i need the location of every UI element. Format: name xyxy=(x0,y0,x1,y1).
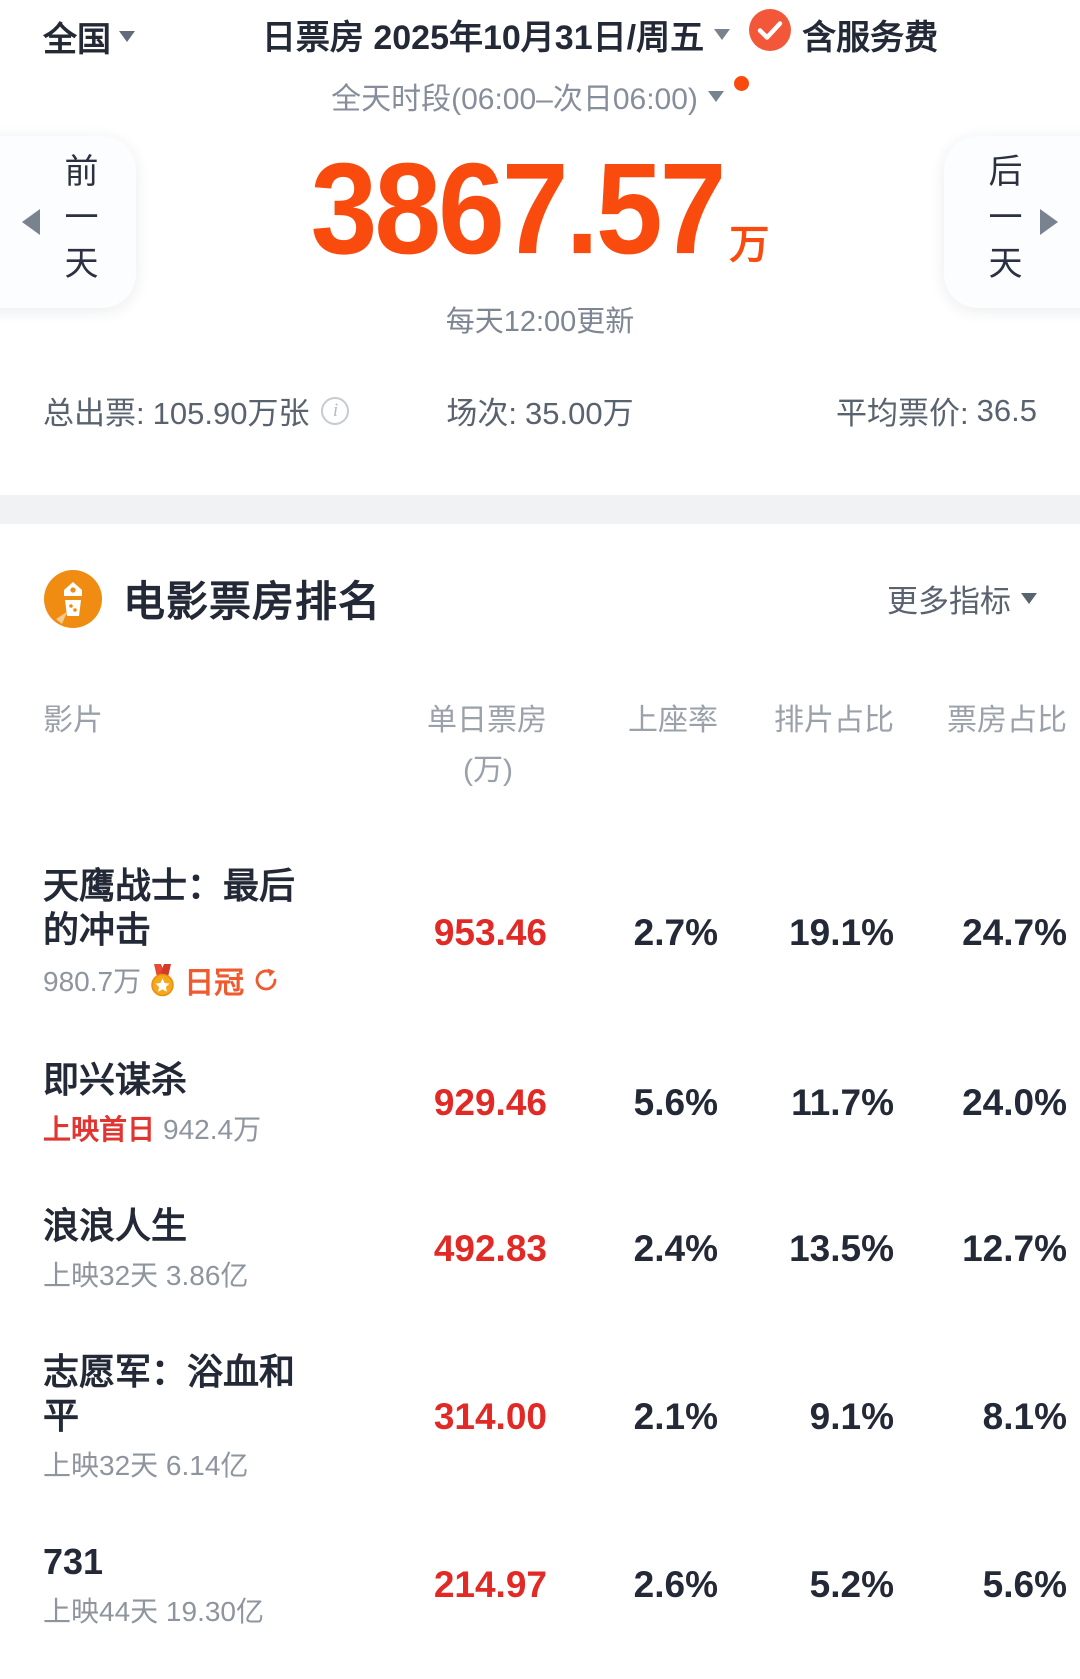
section-divider xyxy=(0,495,1080,524)
total-box-office-unit: 万 xyxy=(729,223,770,267)
column-film: 影片 xyxy=(43,704,103,737)
total-tickets-label: 总出票: xyxy=(43,396,145,431)
screenings-label: 场次: xyxy=(446,396,518,431)
top-bar: 全国 日票房 2025年10月31日/周五 含服务费 xyxy=(0,8,1080,61)
scheduling-share-value: 11.7% xyxy=(791,1082,894,1123)
stats-row: 总出票: 105.90万张 i 场次: 35.00万 平均票价: 36.5 xyxy=(0,388,1080,433)
chevron-down-icon xyxy=(1021,593,1037,604)
daily-box-office-value: 214.97 xyxy=(433,1564,547,1605)
check-circle-icon[interactable] xyxy=(748,8,792,61)
occupancy-value: 2.7% xyxy=(633,912,718,953)
arrow-right-icon xyxy=(1040,209,1058,235)
movie-title: 731 xyxy=(43,1541,104,1582)
lighthouse-app-icon xyxy=(43,569,103,629)
box-office-share-value: 24.0% xyxy=(962,1082,1067,1123)
movie-subtext: 942.4万 xyxy=(163,1114,262,1145)
movie-subtext: 上映32天 3.86亿 xyxy=(43,1260,249,1291)
movie-subtext: 980.7万 xyxy=(43,966,142,997)
box-office-share-value: 24.7% xyxy=(962,912,1067,953)
total-tickets-value: 105.90万张 xyxy=(152,396,310,431)
info-icon[interactable]: i xyxy=(321,396,350,425)
daily-box-office-value: 953.46 xyxy=(433,912,547,953)
ranking-section-header: 电影票房排名 更多指标 xyxy=(0,568,1080,629)
movie-subtext: 上映32天 6.14亿 xyxy=(43,1450,249,1481)
avg-price-value: 36.5 xyxy=(976,392,1037,428)
scheduling-share-value: 9.1% xyxy=(809,1396,894,1437)
movie-title: 天鹰战士：最后的冲击 xyxy=(43,865,296,950)
occupancy-value: 2.1% xyxy=(633,1396,718,1437)
chevron-down-icon xyxy=(119,31,135,42)
daily-box-office-value: 929.46 xyxy=(433,1082,547,1123)
column-daily-unit: (万) xyxy=(463,754,513,787)
table-row[interactable]: 731 上映44天 19.30亿 xyxy=(0,1540,1080,1630)
total-area: 前一天 3867.57 万 后一天 xyxy=(0,136,1080,308)
table-row[interactable]: 天鹰战士：最后的冲击 980.7万 日冠 xyxy=(0,864,1080,1002)
more-metrics-label: 更多指标 xyxy=(887,584,1011,619)
region-label: 全国 xyxy=(43,21,111,59)
column-box-office-share: 票房占比 xyxy=(947,704,1067,737)
ranking-title: 电影票房排名 xyxy=(123,578,382,625)
table-row[interactable]: 浪浪人生 上映32天 3.86亿 xyxy=(0,1204,1080,1294)
movie-title: 浪浪人生 xyxy=(43,1205,188,1246)
daily-box-office-page: 全国 日票房 2025年10月31日/周五 含服务费 全天时段(06:00–次日… xyxy=(0,8,1080,1679)
column-scheduling-share: 排片占比 xyxy=(774,704,894,737)
update-note: 每天12:00更新 xyxy=(445,306,635,338)
movie-rows: 天鹰战士：最后的冲击 980.7万 日冠 xyxy=(0,864,1080,1679)
notification-dot xyxy=(733,76,749,91)
table-header: 影片 单日票房 (万) 上座率 排片占比 票房占比 xyxy=(0,695,1080,789)
daily-box-office-value: 314.00 xyxy=(433,1396,547,1437)
region-selector[interactable]: 全国 xyxy=(43,12,135,61)
movie-title: 即兴谋杀 xyxy=(43,1059,188,1100)
chevron-down-icon xyxy=(714,28,731,40)
release-tag: 上映首日 xyxy=(43,1114,156,1145)
date-selector[interactable]: 日票房 2025年10月31日/周五 含服务费 xyxy=(0,8,1080,61)
chevron-down-icon xyxy=(707,90,724,102)
arrow-left-icon xyxy=(22,209,40,235)
screenings-stat: 场次: 35.00万 xyxy=(374,388,705,433)
total-tickets-stat: 总出票: 105.90万张 i xyxy=(43,388,374,433)
next-day-button[interactable]: 后一天 xyxy=(944,136,1080,308)
box-office-share-value: 5.6% xyxy=(982,1564,1067,1605)
movie-title: 志愿军：浴血和平 xyxy=(43,1351,296,1436)
refresh-icon[interactable] xyxy=(252,966,280,994)
time-range-selector[interactable]: 全天时段(06:00–次日06:00) xyxy=(0,74,1080,118)
box-office-share-value: 12.7% xyxy=(962,1228,1067,1269)
total-box-office: 3867.57 万 xyxy=(0,138,1080,278)
scheduling-share-value: 19.1% xyxy=(789,912,894,953)
service-fee-label: 含服务费 xyxy=(802,18,939,57)
medal-icon xyxy=(149,963,176,997)
more-metrics-button[interactable]: 更多指标 xyxy=(887,576,1037,621)
screenings-value: 35.00万 xyxy=(525,396,634,431)
page-title: 日票房 2025年10月31日/周五 xyxy=(261,18,705,57)
occupancy-value: 2.6% xyxy=(633,1564,718,1605)
table-row[interactable]: 志愿军：浴血和平 上映32天 6.14亿 xyxy=(0,1350,1080,1484)
column-occupancy: 上座率 xyxy=(628,704,718,737)
prev-day-button[interactable]: 前一天 xyxy=(0,136,136,308)
total-box-office-value: 3867.57 xyxy=(310,136,727,282)
prev-day-label: 前一天 xyxy=(59,153,97,291)
occupancy-value: 5.6% xyxy=(633,1082,718,1123)
movie-subtext: 上映44天 19.30亿 xyxy=(43,1596,264,1627)
column-daily-box-office: 单日票房 (万) xyxy=(353,695,547,789)
next-day-label: 后一天 xyxy=(983,153,1021,291)
occupancy-value: 2.4% xyxy=(633,1228,718,1269)
avg-price-label: 平均票价: xyxy=(836,396,969,431)
box-office-share-value: 8.1% xyxy=(982,1396,1067,1437)
daily-box-office-value: 492.83 xyxy=(433,1228,547,1269)
avg-price-stat: 平均票价: 36.5 xyxy=(706,388,1037,433)
daily-crown-label: 日冠 xyxy=(184,967,245,1000)
table-row[interactable]: 即兴谋杀 上映首日 942.4万 xyxy=(0,1058,1080,1148)
scheduling-share-value: 5.2% xyxy=(809,1564,894,1605)
time-range-label: 全天时段(06:00–次日06:00) xyxy=(331,83,698,116)
scheduling-share-value: 13.5% xyxy=(789,1228,894,1269)
